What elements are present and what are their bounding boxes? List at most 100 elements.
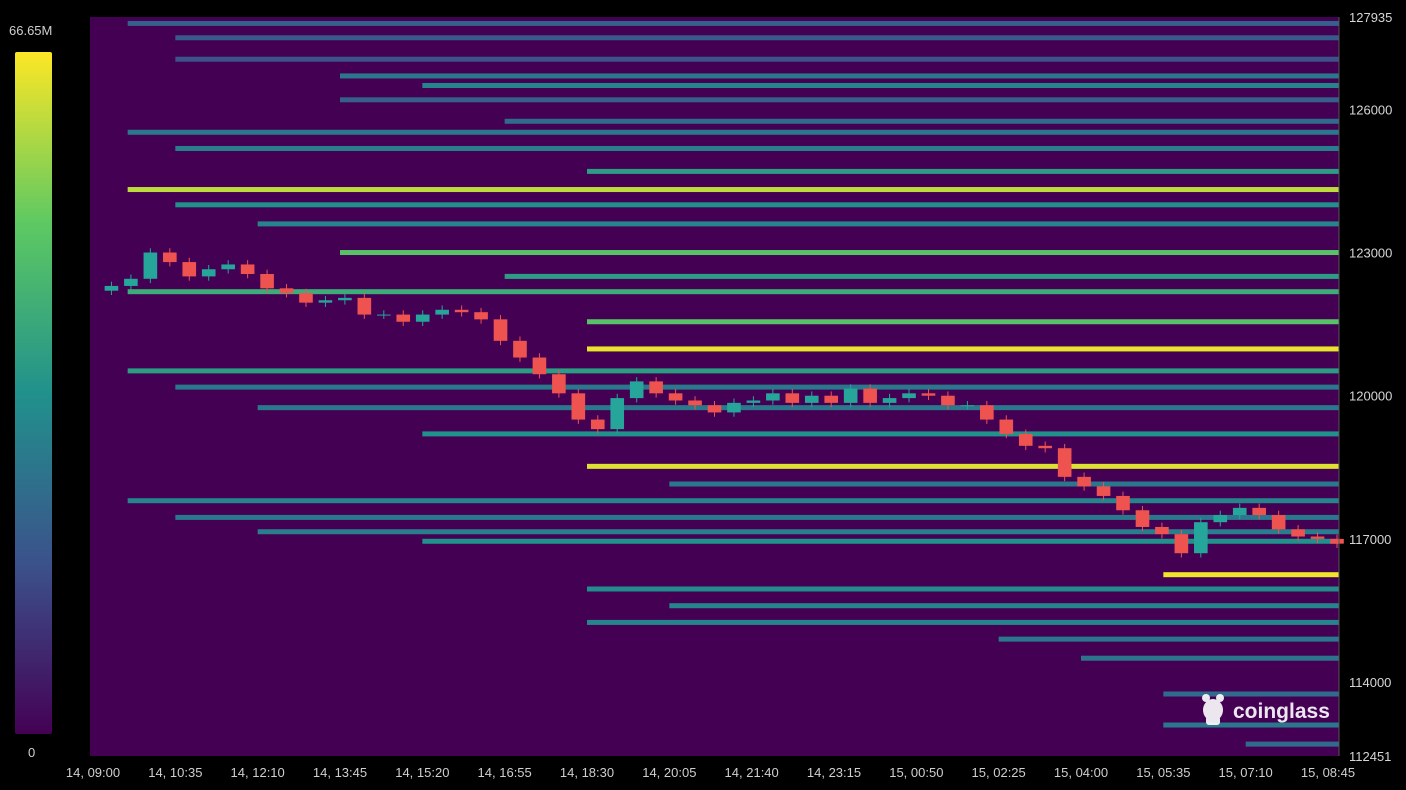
candle-body <box>1310 536 1325 539</box>
x-tick-label: 14, 23:15 <box>807 765 861 780</box>
candle-body <box>299 293 313 303</box>
x-axis: 14, 09:00 14, 10:35 14, 12:10 14, 13:45 14, … <box>66 765 1355 780</box>
liquidity-band <box>504 273 1340 279</box>
candle-body <box>804 395 819 403</box>
candle-body <box>688 400 702 406</box>
candle-body <box>454 309 469 313</box>
liquidity-band <box>340 250 1339 256</box>
candle-body <box>513 340 527 358</box>
candle-body <box>707 405 722 413</box>
liquidity-band <box>127 20 1340 26</box>
candle-body <box>960 405 975 407</box>
liquidity-band <box>422 538 1339 544</box>
y-tick-label: 117000 <box>1349 532 1391 547</box>
candle-body <box>124 278 138 286</box>
liquidity-band <box>587 319 1339 325</box>
x-tick-label: 14, 12:10 <box>231 765 285 780</box>
candle-body <box>1077 476 1091 487</box>
candle-body <box>1116 495 1130 511</box>
liquidity-band <box>175 35 1339 41</box>
colorbar <box>15 52 52 734</box>
candle-body <box>1252 507 1266 516</box>
candle-body <box>843 388 858 403</box>
liquidity-band <box>1163 722 1339 728</box>
candle-body <box>221 264 235 270</box>
y-tick-label: 114000 <box>1349 675 1391 690</box>
candle-body <box>649 381 663 394</box>
liquidity-band <box>669 481 1339 487</box>
candle-body <box>785 393 800 403</box>
liquidity-band <box>587 168 1339 174</box>
liquidity-band <box>998 636 1339 642</box>
x-tick-label: 15, 07:10 <box>1219 765 1273 780</box>
x-tick-label: 15, 08:45 <box>1301 765 1355 780</box>
candle-body <box>163 252 177 263</box>
candle-body <box>921 393 936 396</box>
watermark-text: coinglass <box>1233 700 1330 723</box>
price-candles <box>104 248 1344 558</box>
liquidity-band <box>1163 691 1339 697</box>
candle-body <box>201 269 216 277</box>
liquidity-band <box>175 384 1339 390</box>
x-tick-label: 14, 21:40 <box>725 765 779 780</box>
candle-body <box>415 314 430 322</box>
candle-body <box>999 419 1014 434</box>
candle-body <box>240 264 255 275</box>
coinglass-logo-icon <box>1202 694 1224 725</box>
y-tick-label: 123000 <box>1349 246 1392 261</box>
liquidity-band <box>587 346 1339 352</box>
x-tick-label: 15, 02:25 <box>972 765 1026 780</box>
candle-body <box>357 297 372 315</box>
candle-body <box>104 285 119 291</box>
candle-body <box>474 312 488 320</box>
liquidity-band <box>504 118 1340 124</box>
liquidity-band <box>340 73 1339 79</box>
liquidity-band <box>1163 572 1339 578</box>
candle-body <box>1135 510 1150 527</box>
candle-body <box>941 395 955 406</box>
candle-body <box>746 400 761 403</box>
liquidity-band <box>175 202 1339 208</box>
liquidity-band <box>175 514 1339 520</box>
candle-body <box>902 393 916 399</box>
x-tick-label: 15, 04:00 <box>1054 765 1108 780</box>
candle-body <box>1194 522 1208 554</box>
colorbar-max-label: 66.65M <box>9 23 52 38</box>
candle-body <box>571 393 586 420</box>
y-axis: 127935 126000 123000 120000 117000 114000 1124… <box>1338 10 1392 764</box>
liquidity-band <box>175 56 1339 62</box>
candle-body <box>1155 526 1169 535</box>
candle-body <box>1330 538 1344 544</box>
candle-body <box>882 398 897 403</box>
colorbar-min-label: 0 <box>28 745 35 760</box>
candle-body <box>766 393 780 401</box>
candle-body <box>396 314 411 322</box>
candle-body <box>1057 448 1072 477</box>
y-tick-label: 126000 <box>1349 102 1392 117</box>
liquidity-band <box>127 498 1340 504</box>
liquidity-band <box>1245 741 1339 747</box>
candle-body <box>1096 486 1111 496</box>
candle-body <box>824 395 839 403</box>
candle-body <box>143 252 158 279</box>
liquidity-levels <box>127 20 1340 747</box>
x-tick-label: 14, 13:45 <box>313 765 367 780</box>
candle-body <box>532 357 547 375</box>
coinglass-watermark: coinglass <box>1202 694 1330 725</box>
candle-body <box>863 388 877 403</box>
liquidity-band <box>127 129 1340 135</box>
liquidity-band <box>257 405 1340 411</box>
candle-body <box>590 419 605 430</box>
candle-body <box>376 314 391 316</box>
candle-body <box>435 309 449 315</box>
candle-body <box>318 300 333 303</box>
candle-body <box>1291 529 1305 537</box>
x-tick-label: 15, 00:50 <box>889 765 943 780</box>
y-tick-label: 120000 <box>1349 389 1392 404</box>
candle-body <box>610 398 625 430</box>
y-tick-label: 112451 <box>1349 749 1391 764</box>
liquidity-band <box>257 221 1340 227</box>
x-tick-label: 14, 09:00 <box>66 765 120 780</box>
x-tick-label: 14, 16:55 <box>478 765 532 780</box>
